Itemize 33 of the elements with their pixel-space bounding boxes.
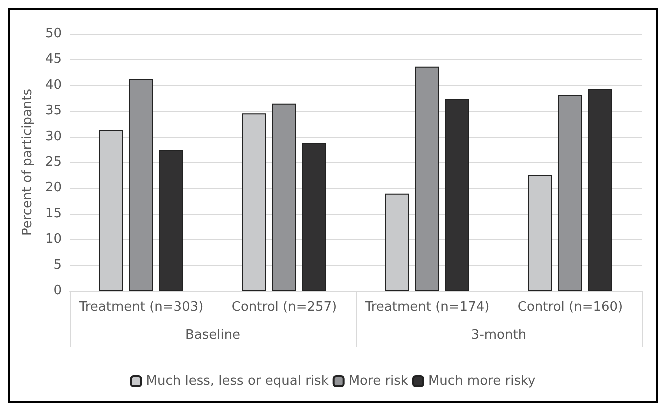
y-tick-label: 50 — [45, 26, 62, 42]
y-tick-label: 25 — [45, 155, 62, 170]
bar — [272, 104, 296, 291]
y-tick-label: 40 — [45, 78, 62, 93]
bar — [558, 95, 582, 291]
y-tick-label: 35 — [45, 104, 62, 119]
text: 3-month — [471, 328, 527, 343]
x-tick-label: Control (n=257) — [232, 300, 338, 315]
bar — [528, 175, 552, 291]
y-tick-label: 15 — [45, 206, 62, 222]
y-tick-label: 30 — [45, 129, 62, 144]
y-tick-label: 0 — [54, 284, 62, 298]
y-tick-label: 10 — [45, 232, 62, 248]
legend-label: Much less, less or equal risk — [146, 374, 330, 389]
y-axis-title: Percent of participants — [20, 88, 36, 236]
y-tick-label: 5 — [54, 258, 62, 273]
x-tick-label: Control (n=160) — [518, 300, 624, 315]
bar — [100, 130, 124, 291]
legend-label: More risk — [348, 374, 409, 389]
y-tick-label: 45 — [45, 52, 62, 68]
bar — [242, 114, 266, 291]
bar — [160, 150, 184, 291]
text: Baseline — [185, 328, 241, 343]
legend-label: Much more risky — [428, 374, 536, 389]
y-tick-label: 20 — [45, 180, 62, 196]
x-tick-label: Treatment (n=303) — [78, 300, 204, 315]
bar — [130, 79, 154, 291]
bar — [386, 194, 410, 291]
bar — [446, 99, 470, 291]
bar — [302, 143, 326, 291]
bar — [588, 89, 612, 291]
bar — [416, 66, 440, 291]
x-tick-label: Treatment (n=174) — [364, 300, 490, 315]
